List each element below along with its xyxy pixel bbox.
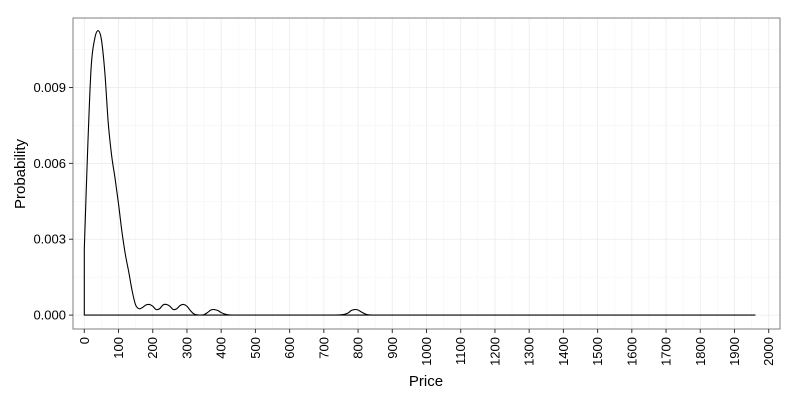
minor-grid — [73, 18, 780, 329]
x-tick-label: 800 — [351, 337, 366, 359]
data-layer — [83, 30, 756, 316]
x-tick-label: 1600 — [624, 337, 639, 366]
y-tick-label: 0.000 — [33, 308, 66, 323]
x-tick-label: 1900 — [727, 337, 742, 366]
y-tick-label: 0.003 — [33, 232, 66, 247]
x-tick-label: 1200 — [487, 337, 502, 366]
x-tick-label: 700 — [316, 337, 331, 359]
x-tick-label: 600 — [282, 337, 297, 359]
x-tick-label: 400 — [214, 337, 229, 359]
x-tick-label: 1100 — [453, 337, 468, 365]
major-grid — [73, 18, 780, 329]
x-tick-label: 1400 — [556, 337, 571, 366]
x-tick-label: 300 — [179, 337, 194, 359]
x-tick-label: 1800 — [693, 337, 708, 366]
x-tick-label: 0 — [77, 337, 92, 344]
density-curve — [83, 30, 756, 316]
y-tick-label: 0.006 — [33, 156, 66, 171]
x-tick-label: 500 — [248, 337, 263, 359]
x-tick-label: 1500 — [590, 337, 605, 366]
y-axis: 0.000 0.003 0.006 0.009 — [33, 80, 73, 323]
x-tick-label: 1300 — [522, 337, 537, 366]
x-axis: 0 100 200 300 400 500 600 700 800 900 1000 1100 1200… — [77, 329, 776, 366]
x-tick-label: 900 — [385, 337, 400, 359]
x-tick-label: 200 — [145, 337, 160, 359]
x-axis-title: Price — [409, 373, 443, 390]
y-axis-title: Probability — [12, 138, 29, 209]
y-tick-label: 0.009 — [33, 80, 66, 95]
x-tick-label: 2000 — [761, 337, 776, 366]
x-tick-label: 1000 — [419, 337, 434, 366]
x-tick-label: 100 — [111, 337, 126, 359]
x-tick-label: 1700 — [659, 337, 674, 366]
